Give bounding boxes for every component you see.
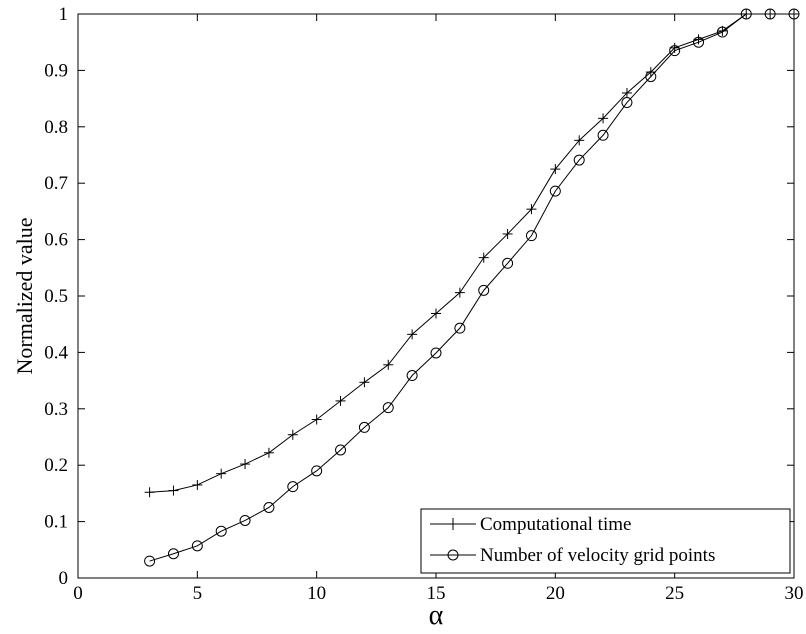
data-point-plus [526,204,537,215]
x-tick-label: 20 [546,583,565,604]
y-tick-label: 0 [59,568,69,589]
data-point-circle [287,481,299,493]
x-tick-label: 10 [307,583,326,604]
y-tick-label: 0.7 [44,173,68,194]
legend-label-1: Computational time [480,514,631,535]
data-point-plus [263,447,274,458]
data-point-plus [407,329,418,340]
data-point-circle [311,465,323,477]
data-point-circle [191,540,203,552]
series-line-2 [149,13,794,562]
data-point-plus [168,485,179,496]
x-tick-label: 25 [665,583,684,604]
y-tick-label: 0.8 [44,117,68,138]
y-axis-label: Normalized value [12,218,37,375]
data-point-circle [549,185,561,197]
data-point-circle [693,36,705,48]
x-tick-label: 30 [785,583,804,604]
legend-box [420,508,791,574]
data-point-circle [621,97,633,109]
data-point-circle [525,230,537,242]
data-point-circle [502,257,514,269]
data-point-plus [240,459,251,470]
y-tick-label: 0.9 [44,60,68,81]
data-point-plus [287,429,298,440]
data-point-plus [717,25,728,36]
data-point-circle [167,548,179,560]
data-point-circle [454,322,466,334]
data-point-plus [550,164,561,175]
axes: 0 5 10 15 20 25 30 0 0.1 0.2 0.3 0.4 0.5 0.6 0.7 0.8 0.9… [44,4,803,604]
data-point-circle [764,8,776,20]
y-tick-label: 0.5 [44,286,68,307]
data-point-plus [383,359,394,370]
data-point-circle [740,8,752,20]
data-point-circle [430,347,442,359]
data-point-plus [144,487,155,498]
data-point-circle [788,8,800,20]
data-point-circle [645,71,657,83]
data-point-circle [716,26,728,38]
data-point-plus [335,395,346,406]
x-tick-label: 5 [193,583,203,604]
y-tick-label: 0.3 [44,399,68,420]
data-point-plus [216,468,227,479]
data-point-plus [311,414,322,425]
legend-marker-1 [447,518,459,530]
data-point-plus [502,228,513,239]
x-tick-label: 0 [73,583,83,604]
legend-label-2: Number of velocity grid points [480,545,715,566]
data-point-circle [335,444,347,456]
data-point-plus [621,87,632,98]
data-point-circle [215,525,227,537]
data-point-plus [431,308,441,319]
data-point-plus [454,287,465,298]
data-point-plus [574,135,585,146]
data-point-plus [598,113,609,124]
series-line-1 [149,13,794,493]
y-tick-label: 0.4 [44,342,68,363]
data-point-circle [263,502,275,513]
data-point-circle [358,421,370,433]
data-point-plus [478,252,489,263]
y-tick-label: 0.6 [44,230,68,251]
legend: Computational time Number of velocity gr… [420,508,791,574]
x-axis-label: α [429,600,444,631]
legend-marker-2 [447,549,459,561]
data-point-circle [239,514,251,526]
x-tick-label: 15 [427,583,446,604]
series-layer [144,8,800,567]
data-point-circle [382,402,394,414]
y-tick-label: 1 [59,4,69,25]
data-point-circle [478,284,490,296]
y-tick-label: 0.1 [44,512,68,533]
data-point-circle [669,45,681,57]
y-tick-label: 0.2 [44,455,68,476]
data-point-circle [573,154,585,166]
data-point-circle [144,555,156,567]
data-point-plus [359,377,370,388]
plot-area [77,13,795,579]
data-point-circle [406,370,418,382]
data-point-circle [597,129,609,141]
data-point-plus [192,479,203,490]
